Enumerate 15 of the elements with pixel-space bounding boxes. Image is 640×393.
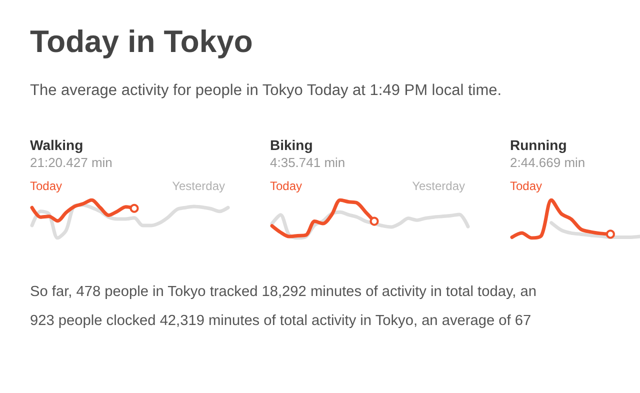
series-label: Today xyxy=(30,179,62,193)
text: The average activity for people in Tokyo Today at 1:49 PM local time. xyxy=(30,82,503,100)
text: 923 people clocked 42,319 minutes of total activity in Tokyo, an average of 67 xyxy=(30,312,532,331)
chart-title: Walking xyxy=(30,137,84,153)
text: So far, 478 people in Tokyo tracked 18,292 minutes of activity in total today, an xyxy=(30,283,538,302)
chart-title: Running xyxy=(510,137,567,153)
series-label: Yesterday xyxy=(412,179,466,193)
text: Today xyxy=(270,179,302,193)
series-label: Today xyxy=(510,179,542,193)
chart-subtitle: 2:44.669 min xyxy=(510,155,586,170)
chart-subtitle: 21:20.427 min xyxy=(30,155,112,170)
text: Today in Tokyo xyxy=(30,24,254,60)
series-label: Yesterday xyxy=(172,179,226,193)
chart-title: Biking xyxy=(270,137,313,153)
chart-subtitle: 4:35.741 min xyxy=(270,155,346,170)
